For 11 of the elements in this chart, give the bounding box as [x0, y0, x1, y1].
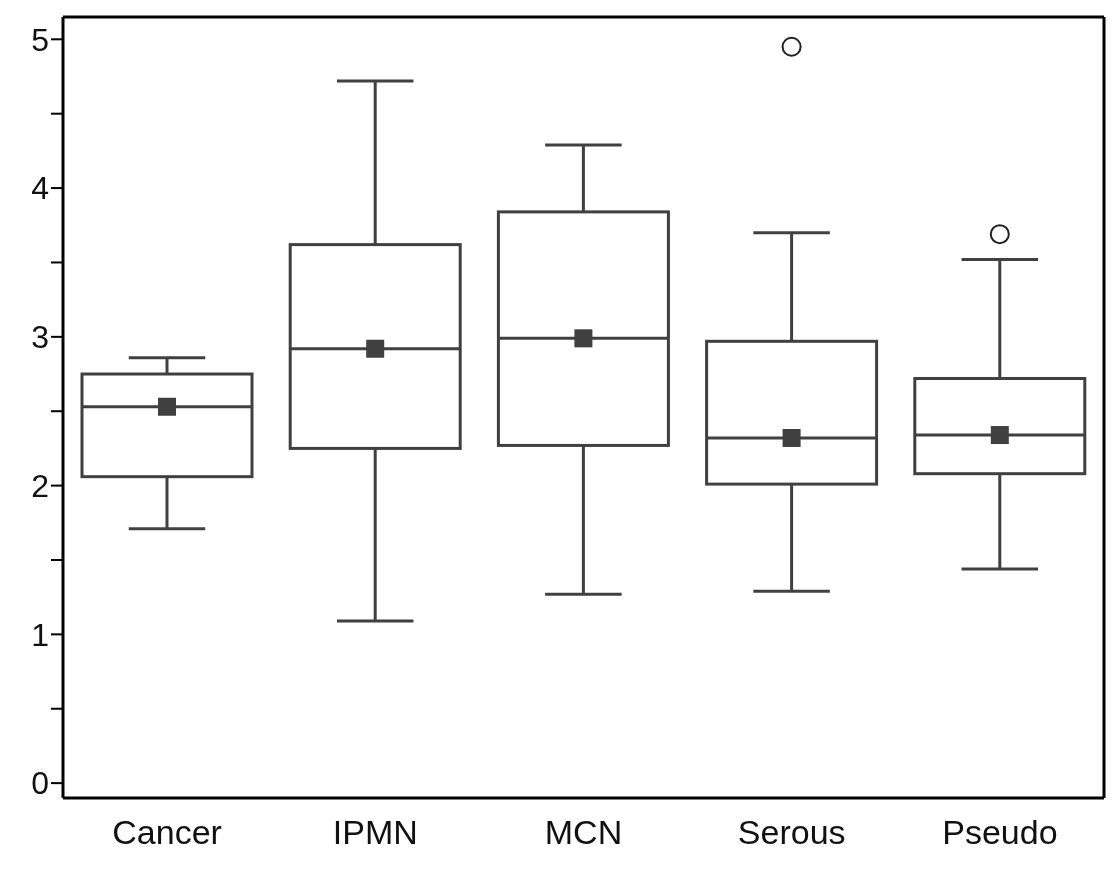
y-tick-label: 2	[31, 467, 49, 504]
x-tick-label: Pseudo	[942, 813, 1058, 852]
y-tick-label: 5	[31, 21, 49, 58]
x-tick-label: IPMN	[332, 813, 418, 852]
y-tick-label: 0	[31, 765, 49, 802]
x-tick-label: Serous	[737, 813, 846, 852]
x-tick-label: Cancer	[112, 813, 222, 852]
x-tick-label: MCN	[544, 813, 623, 852]
y-tick-label: 1	[31, 616, 49, 653]
y-tick-label: 4	[31, 170, 49, 207]
y-tick-label: 3	[31, 319, 49, 356]
